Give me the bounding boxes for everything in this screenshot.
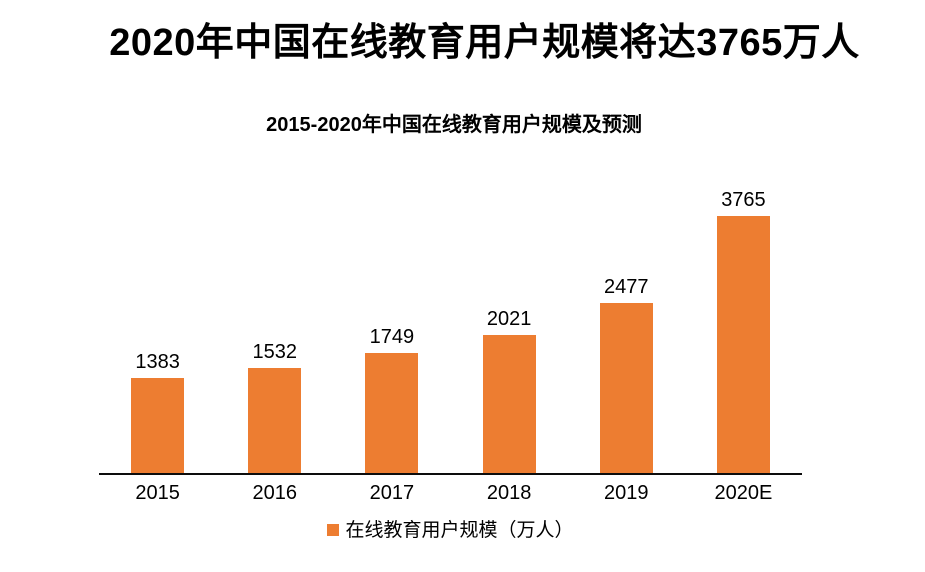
bar-value-label: 1383 — [135, 351, 180, 373]
bar-column: 3765 — [685, 190, 802, 473]
legend-series-label: 在线教育用户规模（万人） — [345, 519, 574, 541]
bar — [131, 378, 185, 473]
bar-value-label: 2477 — [604, 276, 649, 298]
x-axis-category-labels: 2015 2016 2017 2018 2019 2020E — [99, 483, 802, 503]
chart-title: 2015-2020年中国在线教育用户规模及预测 — [266, 114, 642, 136]
bar-value-label: 1532 — [252, 341, 298, 363]
legend-color-swatch-icon — [327, 524, 340, 536]
bar — [365, 353, 419, 473]
bar-value-label: 2021 — [486, 308, 532, 330]
bar — [482, 335, 536, 473]
bar-column: 2021 — [451, 190, 568, 473]
category-label: 2016 — [252, 482, 298, 504]
bar-column: 2477 — [568, 190, 685, 473]
category-label: 2017 — [369, 482, 415, 504]
chart-legend: 在线教育用户规模（万人） — [99, 519, 802, 541]
page-title: 2020年中国在线教育用户规模将达3765万人 — [109, 22, 860, 64]
bar-value-label: 1749 — [369, 326, 415, 348]
bar-value-label: 3765 — [721, 189, 766, 211]
bar-column: 1749 — [333, 190, 450, 473]
bar — [599, 303, 653, 473]
category-label: 2015 — [135, 482, 180, 504]
bars-row: 1383 1532 1749 2021 2477 3765 — [99, 190, 802, 473]
category-label: 2019 — [604, 482, 649, 504]
bar — [716, 216, 770, 473]
category-label: 2018 — [486, 482, 532, 504]
bar-column: 1383 — [99, 190, 216, 473]
bar-chart-plot-area: 1383 1532 1749 2021 2477 3765 — [99, 190, 802, 475]
bar — [248, 368, 302, 473]
bar-column: 1532 — [216, 190, 333, 473]
category-label: 2020E — [714, 482, 773, 504]
